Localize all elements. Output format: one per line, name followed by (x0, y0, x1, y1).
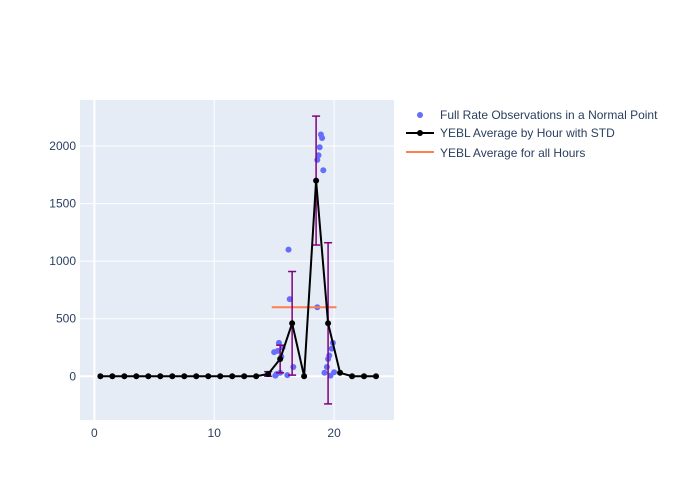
observation-point (316, 144, 323, 151)
plot-background (80, 100, 394, 420)
observation-point (326, 352, 333, 359)
x-tick-label: 0 (91, 426, 98, 440)
y-tick-label: 1000 (49, 254, 76, 268)
hourly-average-point (265, 370, 272, 377)
hourly-average-point (145, 373, 152, 380)
observation-point (286, 296, 293, 303)
legend-marker-observations (417, 112, 423, 118)
legend-item-observations[interactable]: Full Rate Observations in a Normal Point (417, 108, 658, 122)
observation-point (323, 364, 330, 371)
hourly-average-point (133, 373, 140, 380)
hourly-average-point (229, 373, 236, 380)
hourly-average-point (361, 373, 368, 380)
x-tick-label: 20 (327, 426, 341, 440)
hourly-average-point (109, 373, 116, 380)
legend-label-hourly-average: YEBL Average by Hour with STD (440, 126, 615, 140)
legend-label-overall-average: YEBL Average for all Hours (440, 146, 585, 160)
observation-point (275, 339, 282, 346)
x-tick-label: 10 (208, 426, 222, 440)
observation-point (315, 152, 322, 159)
hourly-average-point (205, 373, 212, 380)
hourly-average-point (349, 373, 356, 380)
hourly-average-point (253, 373, 260, 380)
legend-label-observations: Full Rate Observations in a Normal Point (440, 108, 658, 122)
hourly-average-point (301, 373, 308, 380)
hourly-average-point (241, 373, 248, 380)
legend: Full Rate Observations in a Normal Point… (406, 108, 658, 160)
hourly-average-point (325, 320, 332, 327)
hourly-average-point (313, 177, 320, 184)
observation-point (274, 347, 281, 354)
y-tick-label: 0 (69, 369, 76, 383)
hourly-average-point (217, 373, 224, 380)
tick-labels: 0 10 20 0 500 1000 1500 2000 (49, 139, 341, 440)
y-tick-label: 500 (56, 312, 76, 326)
legend-item-hourly-average[interactable]: YEBL Average by Hour with STD (406, 126, 615, 140)
hourly-average-point (277, 355, 284, 362)
observation-point (321, 369, 328, 376)
observation-point (284, 372, 291, 379)
observation-point (320, 167, 327, 174)
y-tick-label: 1500 (49, 197, 76, 211)
hourly-average-point (157, 373, 164, 380)
legend-marker-hourly-average (417, 130, 423, 136)
observation-point (319, 134, 326, 141)
observation-point (285, 246, 292, 253)
y-tick-label: 2000 (49, 139, 76, 153)
hourly-average-point (121, 373, 128, 380)
hourly-average-point (181, 373, 188, 380)
hourly-average-point (337, 369, 344, 376)
hourly-average-point (289, 320, 296, 327)
hourly-average-point (169, 373, 176, 380)
observation-point (290, 364, 297, 371)
observation-point (331, 369, 338, 376)
hourly-average-point (373, 373, 380, 380)
hourly-average-point (97, 373, 104, 380)
data-layer (97, 115, 380, 405)
legend-item-overall-average[interactable]: YEBL Average for all Hours (406, 146, 585, 160)
hourly-average-point (193, 373, 200, 380)
